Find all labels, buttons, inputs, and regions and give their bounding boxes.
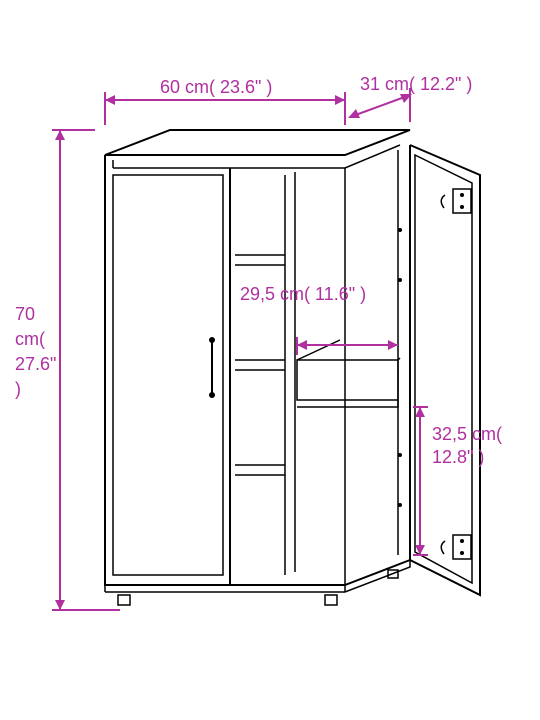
dim-shelf-h-label-2: 12.8" ) [432, 447, 484, 467]
dim-shelf-h-label-1: 32,5 cm( [432, 424, 502, 444]
dim-height-label-1: 70 [15, 304, 35, 324]
dim-shelf-height: 32,5 cm( 12.8" ) [413, 407, 502, 555]
dim-height-label-4: ) [15, 379, 21, 399]
dim-shelf-depth-label: 29,5 cm( 11.6" ) [240, 284, 366, 304]
dim-height-label-2: cm( [15, 329, 45, 349]
hinge-top-icon [441, 189, 471, 213]
cabinet-outline [105, 130, 480, 605]
cabinet-diagram: 60 cm( 23.6" ) 31 cm( 12.2" ) 70 cm( 27.… [0, 0, 540, 720]
dim-width-label: 60 cm( 23.6" ) [160, 77, 272, 97]
dim-depth: 31 cm( 12.2" ) [348, 74, 472, 122]
handle-icon [209, 337, 215, 398]
dim-height-label-3: 27.6" [15, 354, 56, 374]
dim-width: 60 cm( 23.6" ) [105, 77, 345, 125]
hinge-bottom-icon [441, 535, 471, 559]
dim-shelf-depth: 29,5 cm( 11.6" ) [240, 284, 398, 355]
dim-depth-label: 31 cm( 12.2" ) [360, 74, 472, 94]
